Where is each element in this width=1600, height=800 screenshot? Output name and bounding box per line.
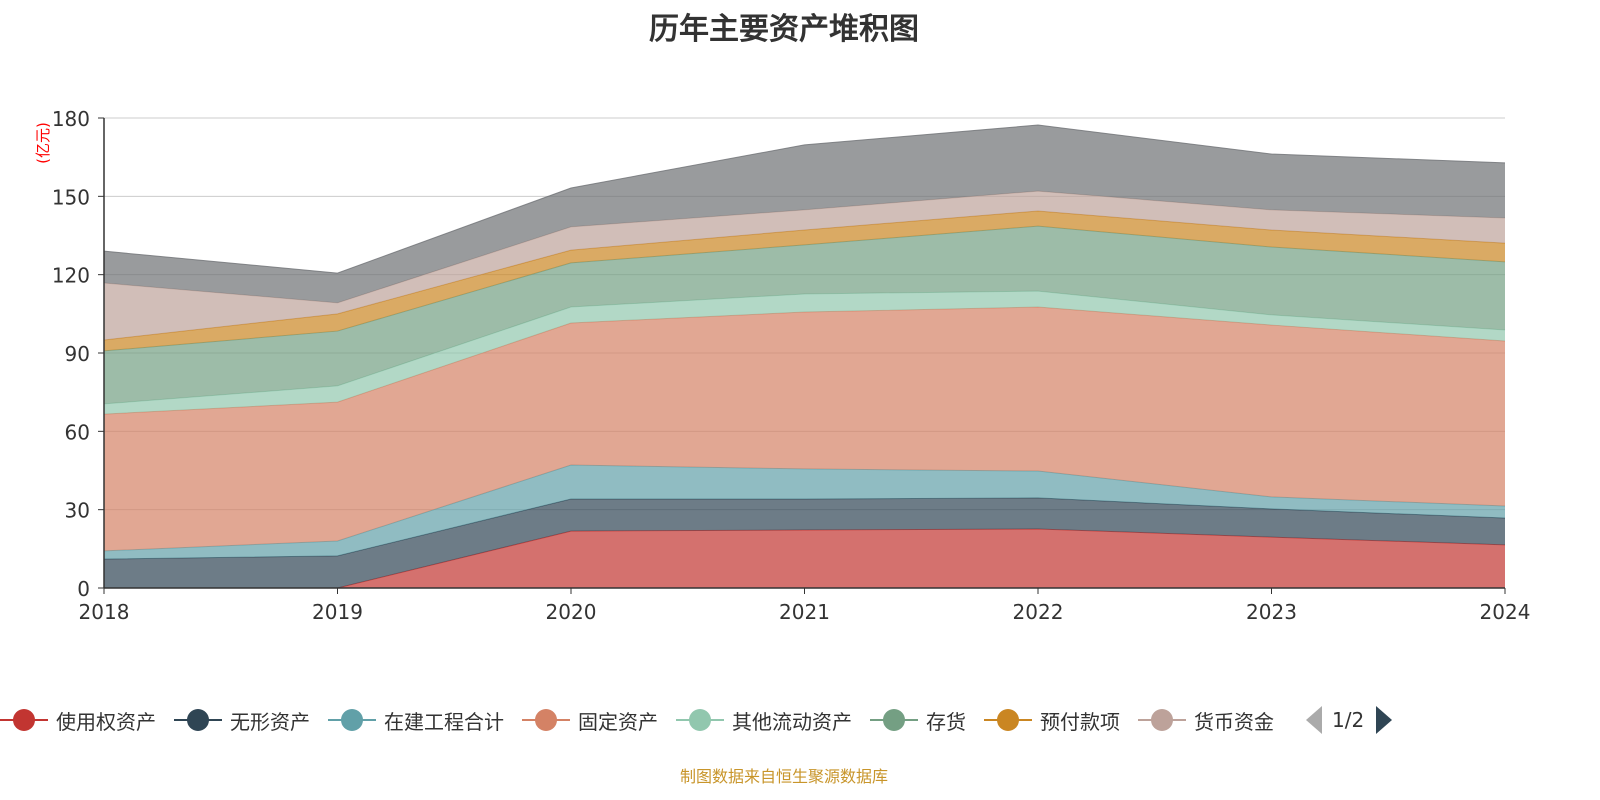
legend-item[interactable]: 货币资金 [1138,706,1274,735]
legend: 使用权资产 无形资产 在建工程合计 固定资产 其他流动资产 存货 预付款项 货币资金 1/2 [0,704,1393,736]
legend-marker-icon [984,708,1032,732]
y-tick-label: 90 [65,342,90,366]
x-tick-label: 2023 [1246,600,1297,624]
legend-label: 预付款项 [1040,709,1120,734]
x-tick-label: 2021 [779,600,830,624]
legend-next-icon[interactable] [1376,706,1393,734]
legend-label: 存货 [926,709,966,734]
area-series-7 [104,191,1505,340]
x-tick-label: 2020 [546,600,597,624]
legend-marker-icon [1138,708,1186,732]
area-series-0 [104,528,1505,588]
legend-marker-icon [174,708,222,732]
y-tick-label: 0 [77,577,90,601]
y-tick-label: 120 [52,264,90,288]
area-line-8 [103,124,1506,274]
y-tick-label: 30 [65,499,90,523]
legend-page-indicator: 1/2 [1332,708,1365,732]
legend-item[interactable]: 其他流动资产 [676,706,852,735]
legend-marker-icon [328,708,376,732]
legend-label: 使用权资产 [56,709,156,734]
area-series-5 [104,226,1505,404]
legend-label: 在建工程合计 [384,709,504,734]
legend-label: 货币资金 [1194,709,1274,734]
y-axis-unit: (亿元) [34,122,52,164]
data-source-note: 制图数据来自恒生聚源数据库 [679,767,888,786]
legend-marker-icon [522,708,570,732]
y-tick-label: 180 [52,107,90,131]
legend-item[interactable]: 使用权资产 [0,706,156,735]
legend-label: 固定资产 [578,709,658,734]
legend-marker-icon [870,708,918,732]
legend-marker-icon [0,708,48,732]
legend-prev-icon[interactable] [1306,706,1322,734]
legend-label: 其他流动资产 [732,709,852,734]
legend-item[interactable]: 无形资产 [174,706,310,735]
stacked-area-chart: 0 30 60 90 120 150 180 2018 2019 2020 2021 2022 2023… [34,107,1531,624]
legend-item[interactable]: 固定资产 [522,706,658,735]
area-series-3 [104,307,1505,551]
x-tick-label: 2024 [1480,600,1531,624]
x-tick-label: 2018 [79,600,130,624]
area-series-2 [104,465,1505,560]
legend-item[interactable]: 预付款项 [984,706,1120,735]
chart-title: 历年主要资产堆积图 [649,12,919,47]
legend-pager: 1/2 [1306,706,1393,734]
y-tick-label: 60 [65,420,90,444]
legend-item[interactable]: 存货 [870,706,966,735]
legend-label: 无形资产 [230,709,310,734]
x-tick-label: 2022 [1013,600,1064,624]
area-series-4 [104,291,1505,415]
legend-item[interactable]: 在建工程合计 [328,706,504,735]
area-series-1 [104,497,1505,588]
area-series-8 [104,125,1505,303]
legend-marker-icon [676,708,724,732]
y-tick-label: 150 [52,185,90,209]
area-series-6 [104,210,1505,351]
x-tick-label: 2019 [312,600,363,624]
